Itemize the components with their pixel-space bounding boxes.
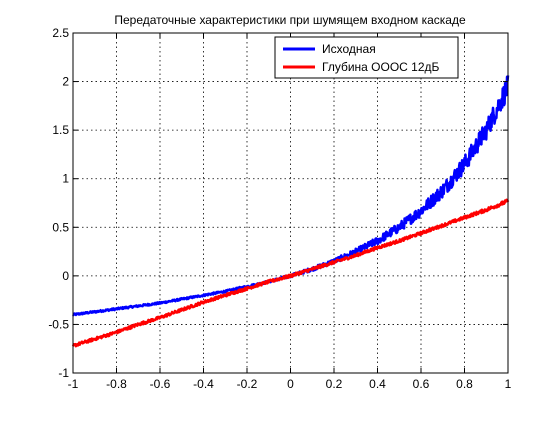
x-tick-label: -0.6 [150, 377, 171, 391]
x-tick-label: 0.2 [326, 377, 343, 391]
x-tick-label: -0.4 [193, 377, 214, 391]
x-tick-label: 0.4 [369, 377, 386, 391]
series-layer [71, 75, 510, 348]
y-tick-label: 2 [62, 75, 69, 89]
chart-title: Передаточные характеристики при шумящем … [114, 13, 466, 27]
x-tick-label: 0.6 [413, 377, 430, 391]
y-tick-label: 0 [62, 269, 69, 283]
x-tick-label: 0.8 [456, 377, 473, 391]
y-tick-label: 1.5 [52, 123, 69, 137]
x-tick-label: 1 [505, 377, 512, 391]
x-tick-label: -0.8 [106, 377, 127, 391]
y-tick-label: -0.5 [48, 317, 69, 331]
series-oos-12db-line [71, 198, 510, 348]
ticks: -1 -0.8 -0.6 -0.4 -0.2 0 0.2 0.4 0.6 0.8 1 -1 -0.5 0 0… [48, 26, 511, 391]
y-tick-label: -1 [58, 366, 69, 380]
y-tick-label: 1 [62, 172, 69, 186]
legend: Исходная Глубина ОООС 12дБ [274, 36, 459, 79]
x-tick-label: -1 [68, 377, 79, 391]
y-tick-label: 0.5 [52, 220, 69, 234]
legend-label: Глубина ОООС 12дБ [322, 60, 440, 74]
x-tick-label: -0.2 [237, 377, 258, 391]
legend-box [274, 36, 459, 79]
x-tick-label: 0 [287, 377, 294, 391]
y-tick-label: 2.5 [52, 26, 69, 40]
legend-label: Исходная [322, 42, 376, 56]
